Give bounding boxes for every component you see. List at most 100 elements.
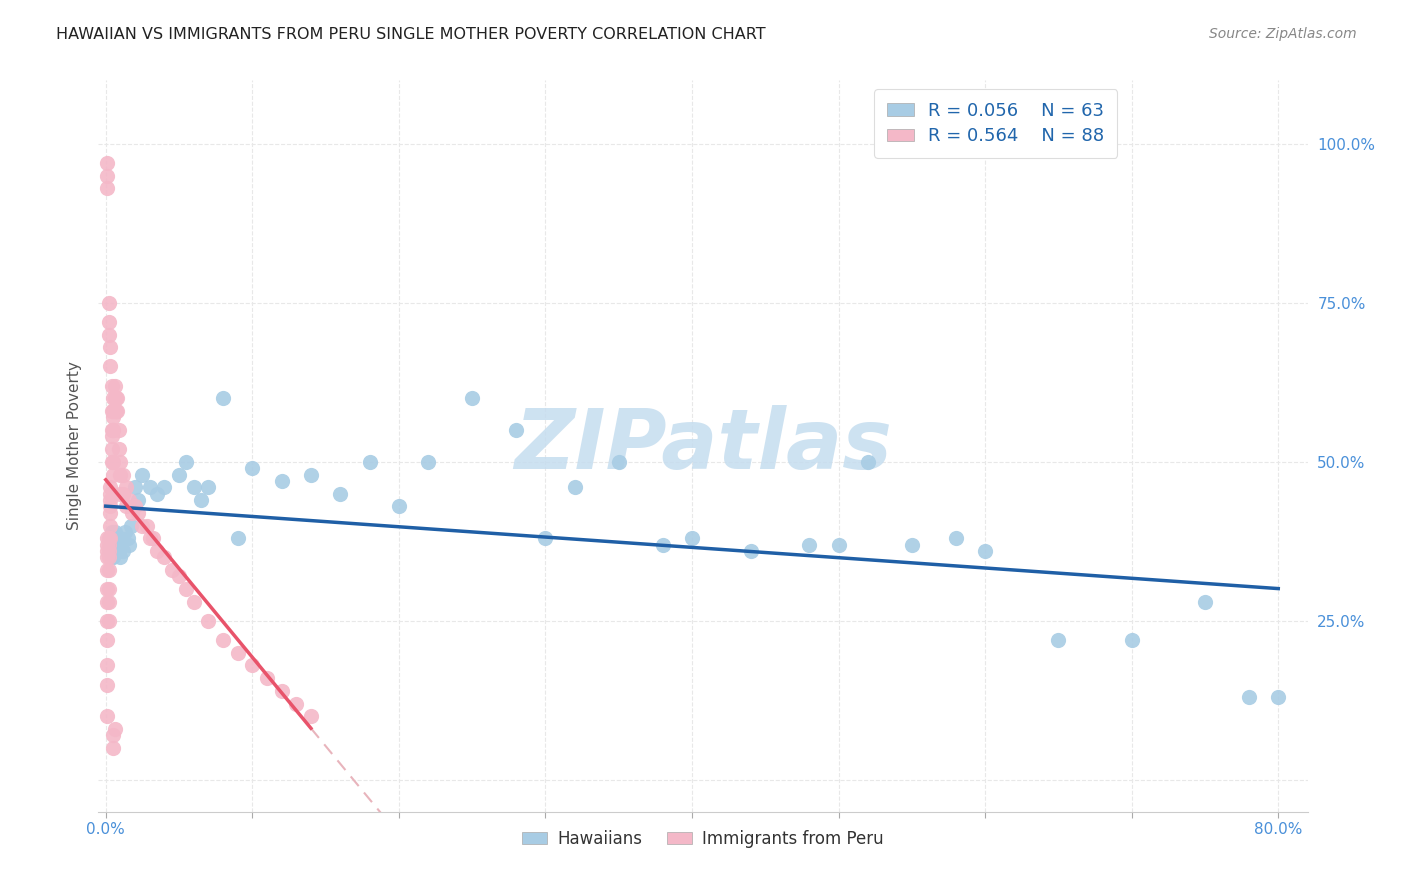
Point [101, 728, 124, 742]
Point [299, 467, 322, 482]
Point [96, 582, 118, 596]
Point [105, 538, 128, 552]
Point [96, 538, 118, 552]
Point [98, 500, 121, 514]
Point [146, 486, 169, 500]
Legend: Hawaiians, Immigrants from Peru: Hawaiians, Immigrants from Peru [516, 823, 890, 855]
Point [98, 544, 121, 558]
Point [105, 392, 128, 406]
Point [856, 455, 879, 469]
Point [212, 392, 235, 406]
Point [135, 518, 157, 533]
Point [110, 538, 132, 552]
Point [1121, 632, 1143, 647]
Point [98, 480, 121, 494]
Point [101, 392, 124, 406]
Point [120, 518, 142, 533]
Point [107, 538, 129, 552]
Point [740, 544, 762, 558]
Point [100, 423, 122, 437]
Point [534, 531, 557, 545]
Point [359, 455, 381, 469]
Point [103, 524, 125, 539]
Point [101, 467, 124, 482]
Point [142, 531, 165, 545]
Point [418, 455, 440, 469]
Point [110, 467, 132, 482]
Point [96, 709, 118, 723]
Point [110, 531, 132, 545]
Point [564, 480, 586, 494]
Point [101, 544, 124, 558]
Point [974, 544, 997, 558]
Point [98, 531, 121, 545]
Point [226, 646, 249, 660]
Point [160, 563, 183, 577]
Point [1237, 690, 1260, 705]
Point [183, 480, 205, 494]
Point [270, 474, 292, 488]
Point [153, 480, 176, 494]
Point [98, 531, 121, 545]
Point [98, 493, 121, 508]
Point [100, 442, 122, 457]
Point [183, 595, 205, 609]
Point [96, 677, 118, 691]
Point [100, 378, 122, 392]
Point [121, 506, 143, 520]
Point [108, 423, 131, 437]
Point [190, 493, 212, 508]
Point [118, 493, 141, 508]
Point [103, 722, 125, 736]
Point [131, 518, 153, 533]
Point [1267, 690, 1289, 705]
Point [101, 741, 124, 756]
Point [105, 544, 128, 558]
Point [103, 404, 125, 418]
Point [127, 506, 149, 520]
Point [97, 582, 120, 596]
Point [226, 531, 249, 545]
Point [945, 531, 967, 545]
Point [138, 480, 160, 494]
Point [240, 658, 263, 673]
Point [110, 486, 132, 500]
Point [112, 486, 135, 500]
Point [240, 461, 263, 475]
Point [96, 550, 118, 565]
Point [105, 404, 128, 418]
Point [127, 493, 149, 508]
Point [103, 378, 125, 392]
Point [97, 531, 120, 545]
Point [115, 480, 138, 494]
Point [98, 340, 121, 354]
Point [167, 569, 190, 583]
Point [270, 684, 292, 698]
Text: ZIPatlas: ZIPatlas [515, 406, 891, 486]
Point [827, 538, 849, 552]
Point [110, 455, 132, 469]
Point [108, 544, 131, 558]
Point [96, 531, 118, 545]
Point [97, 614, 120, 628]
Point [96, 563, 118, 577]
Point [131, 467, 153, 482]
Point [114, 524, 136, 539]
Point [329, 486, 352, 500]
Point [96, 658, 118, 673]
Point [97, 296, 120, 310]
Point [96, 181, 118, 195]
Point [98, 538, 121, 552]
Point [96, 632, 118, 647]
Point [100, 455, 122, 469]
Point [505, 423, 527, 437]
Point [98, 359, 121, 374]
Point [100, 429, 122, 443]
Point [212, 632, 235, 647]
Point [197, 614, 219, 628]
Point [299, 709, 322, 723]
Point [103, 392, 125, 406]
Point [97, 327, 120, 342]
Point [107, 392, 129, 406]
Point [176, 582, 198, 596]
